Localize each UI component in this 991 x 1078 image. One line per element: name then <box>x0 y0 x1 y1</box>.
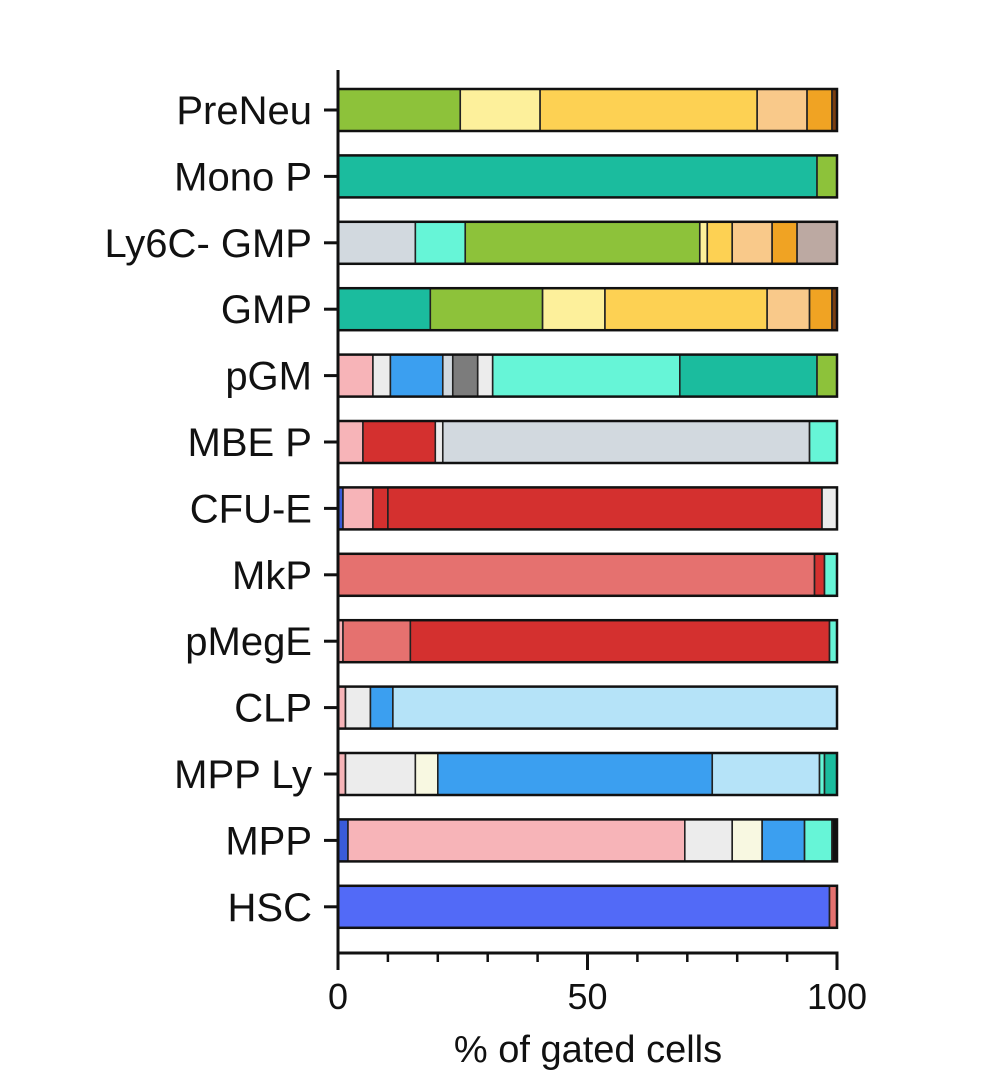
bar-hsc <box>336 884 839 930</box>
y-tick-label-mpp: MPP <box>225 819 312 863</box>
bar-segment-cfu-e-5 <box>821 486 838 531</box>
bar-segment-mpp-4 <box>731 818 763 863</box>
bar-segment-mbe-p-3 <box>434 420 444 464</box>
bar-segment-mpp-ly-3 <box>414 752 439 796</box>
bar-segment-gmp-6 <box>808 287 833 332</box>
bar-segment-ly6c-gmp-3 <box>464 221 701 265</box>
bar-segment-hsc-1 <box>337 884 831 929</box>
bar-segment-ly6c-gmp-4 <box>698 221 709 265</box>
y-tick-label-cfu-e: CFU-E <box>190 487 312 531</box>
bar-segment-ly6c-gmp-7 <box>771 221 798 265</box>
bar-segment-clp-2 <box>344 685 372 730</box>
bar-segment-ly6c-gmp-2 <box>414 221 467 265</box>
bar-mkp <box>336 552 839 598</box>
bar-segment-gmp-3 <box>541 287 606 332</box>
bar-mpp-ly <box>336 751 839 797</box>
bar-segment-mbe-p-2 <box>362 420 437 464</box>
bar-segment-pgm-5 <box>451 353 479 398</box>
y-tick-label-clp: CLP <box>234 687 312 731</box>
bar-segment-preneu-2 <box>459 88 541 132</box>
bar-segment-mbe-p-1 <box>337 420 364 464</box>
bar-segment-pgm-6 <box>476 353 494 398</box>
bar-segment-gmp-2 <box>429 287 544 332</box>
bar-segment-mbe-p-4 <box>441 420 811 464</box>
bar-segment-cfu-e-3 <box>372 486 389 531</box>
bar-segment-mbe-p-5 <box>808 420 838 464</box>
y-tick-label-preneu: PreNeu <box>176 89 312 133</box>
bar-segment-clp-3 <box>369 685 394 730</box>
axes: PreNeu Mono P Ly6C- GMP GMP pGM MBE P CFU-E MkP… <box>105 70 867 1017</box>
x-tick-label-100: 100 <box>807 976 867 1017</box>
bar-segment-preneu-1 <box>337 88 462 132</box>
bar-clp <box>336 685 839 730</box>
bar-segment-pgm-4 <box>441 353 454 398</box>
x-tick-label-50: 50 <box>567 976 607 1017</box>
bar-pmege <box>336 618 839 664</box>
x-tick-label-0: 0 <box>328 976 348 1017</box>
bar-segment-pmege-2 <box>342 619 412 664</box>
bar-pgm <box>336 353 839 398</box>
bar-segment-mkp-1 <box>337 552 816 597</box>
y-tick-label-ly6c-gmp: Ly6C- GMP <box>105 222 312 266</box>
bar-segment-mpp-ly-7 <box>823 752 838 796</box>
y-tick-label-mkp: MkP <box>232 554 312 598</box>
bar-segment-gmp-5 <box>766 287 811 332</box>
bar-segment-mpp-6 <box>803 818 833 863</box>
y-tick-label-hsc: HSC <box>228 886 312 930</box>
bar-segment-cfu-e-4 <box>387 486 823 531</box>
y-tick-label-mpp-ly: MPP Ly <box>174 753 312 797</box>
bar-segment-pgm-3 <box>389 353 444 398</box>
bar-segment-pgm-8 <box>679 353 818 398</box>
bar-segment-preneu-5 <box>806 88 833 132</box>
bar-segment-preneu-4 <box>756 88 808 132</box>
x-axis-title: % of gated cells <box>454 1029 722 1071</box>
bar-segment-ly6c-gmp-6 <box>731 221 773 265</box>
bar-segment-mpp-ly-5 <box>711 752 821 796</box>
bar-mono-p <box>336 154 839 199</box>
bar-segment-gmp-4 <box>604 287 768 332</box>
bar-segment-mono-p-2 <box>816 154 838 199</box>
bar-segment-pgm-1 <box>337 353 374 398</box>
bar-segment-mpp-5 <box>761 818 806 863</box>
bar-segment-mpp-3 <box>684 818 734 863</box>
y-tick-label-mono-p: Mono P <box>174 155 312 199</box>
bars-layer <box>336 87 839 930</box>
bar-segment-pgm-2 <box>372 353 392 398</box>
y-tick-label-mbe-p: MBE P <box>188 421 312 465</box>
bar-segment-pmege-3 <box>409 619 831 664</box>
bar-segment-mkp-2 <box>813 552 826 597</box>
bar-mpp <box>336 818 839 863</box>
bar-segment-gmp-1 <box>337 287 432 332</box>
bar-segment-cfu-e-2 <box>342 486 374 531</box>
bar-cfu-e <box>336 486 839 531</box>
bar-segment-ly6c-gmp-1 <box>337 221 417 265</box>
bar-segment-mpp-ly-2 <box>344 752 417 796</box>
bar-segment-mono-p-1 <box>337 154 818 199</box>
bar-segment-clp-4 <box>392 685 838 730</box>
y-tick-label-pgm: pGM <box>225 355 312 399</box>
bar-segment-mkp-3 <box>823 552 838 597</box>
bar-ly6c-gmp <box>336 220 839 266</box>
bar-segment-ly6c-gmp-5 <box>706 221 734 265</box>
bar-preneu <box>336 87 839 133</box>
bar-gmp <box>336 286 839 332</box>
bar-segment-preneu-3 <box>539 88 758 132</box>
bar-segment-pgm-9 <box>816 353 838 398</box>
bar-mbe-p <box>336 419 839 465</box>
bar-segment-pgm-7 <box>491 353 681 398</box>
bar-segment-mpp-ly-4 <box>436 752 714 796</box>
bar-segment-ly6c-gmp-8 <box>796 221 838 265</box>
bar-segment-mpp-2 <box>347 818 686 863</box>
y-tick-label-pmege: pMegE <box>185 620 312 664</box>
y-tick-label-gmp: GMP <box>221 288 312 332</box>
